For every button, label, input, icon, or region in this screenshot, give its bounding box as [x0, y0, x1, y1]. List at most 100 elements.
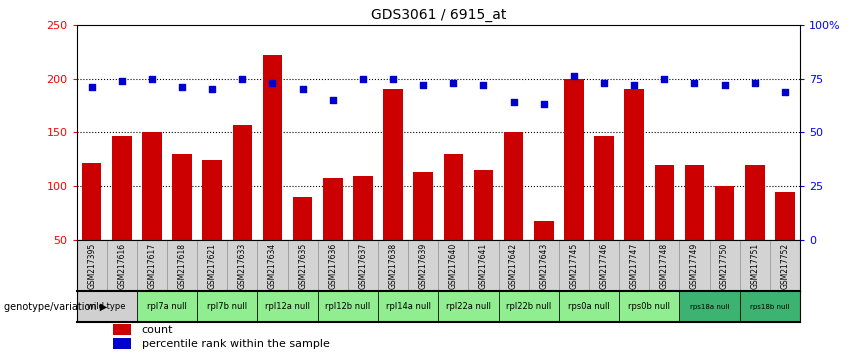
Bar	[257, 291, 317, 322]
Bar	[348, 240, 378, 291]
Bar	[353, 176, 373, 240]
Bar	[770, 240, 800, 291]
Point	[537, 102, 551, 107]
Bar	[77, 291, 137, 322]
Bar	[112, 324, 131, 335]
Bar	[679, 240, 710, 291]
Bar	[383, 90, 403, 240]
Point	[416, 82, 430, 88]
Text: GSM217637: GSM217637	[358, 243, 368, 289]
Point	[266, 80, 279, 86]
Text: GSM217641: GSM217641	[479, 243, 488, 289]
Text: percentile rank within the sample: percentile rank within the sample	[141, 339, 329, 349]
Bar	[408, 240, 438, 291]
Text: rps18a null: rps18a null	[690, 304, 729, 310]
Bar	[685, 165, 705, 240]
Text: rps0a null: rps0a null	[568, 302, 610, 312]
Point	[658, 76, 671, 81]
Point	[507, 99, 521, 105]
Bar	[654, 165, 674, 240]
Bar	[534, 221, 553, 240]
Bar	[740, 291, 800, 322]
Point	[597, 80, 611, 86]
Text: GSM217638: GSM217638	[389, 243, 397, 289]
Point	[236, 76, 249, 81]
Bar	[227, 240, 257, 291]
Bar	[323, 178, 343, 240]
Bar	[232, 125, 252, 240]
Point	[326, 97, 340, 103]
Bar	[137, 291, 197, 322]
Point	[778, 89, 791, 95]
Bar	[378, 240, 408, 291]
Bar	[649, 240, 679, 291]
Bar	[474, 170, 494, 240]
Bar	[499, 291, 559, 322]
Bar	[317, 240, 348, 291]
Point	[688, 80, 701, 86]
Bar	[619, 291, 679, 322]
Text: GSM217633: GSM217633	[238, 243, 247, 289]
Bar	[82, 162, 101, 240]
Bar	[559, 240, 589, 291]
Text: GSM217745: GSM217745	[569, 243, 579, 289]
Text: GSM217634: GSM217634	[268, 243, 277, 289]
Point	[748, 80, 762, 86]
Bar	[619, 240, 649, 291]
Bar	[172, 154, 191, 240]
Bar	[77, 240, 106, 291]
Text: GSM217617: GSM217617	[147, 243, 157, 289]
Text: rpl7a null: rpl7a null	[147, 302, 187, 312]
Point	[146, 76, 159, 81]
Text: GSM217395: GSM217395	[87, 243, 96, 289]
Point	[447, 80, 460, 86]
Bar	[414, 172, 433, 240]
Bar	[288, 240, 317, 291]
Text: GSM217616: GSM217616	[117, 243, 126, 289]
Bar	[710, 240, 740, 291]
Text: GSM217643: GSM217643	[540, 243, 548, 289]
Text: GSM217635: GSM217635	[298, 243, 307, 289]
Bar	[142, 132, 162, 240]
Text: rpl12b null: rpl12b null	[325, 302, 370, 312]
Point	[477, 82, 490, 88]
Text: GSM217621: GSM217621	[208, 243, 217, 289]
Bar	[589, 240, 619, 291]
Bar	[106, 240, 137, 291]
Bar	[257, 240, 288, 291]
Text: rps0b null: rps0b null	[628, 302, 671, 312]
Title: GDS3061 / 6915_at: GDS3061 / 6915_at	[370, 8, 506, 22]
Bar	[775, 192, 795, 240]
Text: GSM217749: GSM217749	[690, 243, 699, 289]
Bar	[197, 291, 257, 322]
Point	[627, 82, 641, 88]
Text: wild type: wild type	[88, 302, 126, 312]
Point	[205, 87, 219, 92]
Bar	[197, 240, 227, 291]
Text: GSM217752: GSM217752	[780, 243, 790, 289]
Text: GSM217642: GSM217642	[509, 243, 518, 289]
Bar	[443, 154, 463, 240]
Text: GSM217747: GSM217747	[630, 243, 638, 289]
Text: rpl7b null: rpl7b null	[208, 302, 248, 312]
Bar	[625, 90, 644, 240]
Bar	[317, 291, 378, 322]
Point	[717, 82, 731, 88]
Text: count: count	[141, 325, 174, 335]
Bar	[504, 132, 523, 240]
Bar	[594, 136, 614, 240]
Point	[115, 78, 129, 84]
Bar	[263, 55, 283, 240]
Bar	[167, 240, 197, 291]
Point	[386, 76, 400, 81]
Bar	[203, 160, 222, 240]
Bar	[112, 136, 132, 240]
Text: GSM217618: GSM217618	[178, 243, 186, 289]
Bar	[740, 240, 770, 291]
Text: rpl22a null: rpl22a null	[446, 302, 491, 312]
Text: rpl14a null: rpl14a null	[386, 302, 431, 312]
Bar	[715, 186, 734, 240]
Point	[296, 87, 310, 92]
Text: GSM217751: GSM217751	[751, 243, 759, 289]
Bar	[679, 291, 740, 322]
